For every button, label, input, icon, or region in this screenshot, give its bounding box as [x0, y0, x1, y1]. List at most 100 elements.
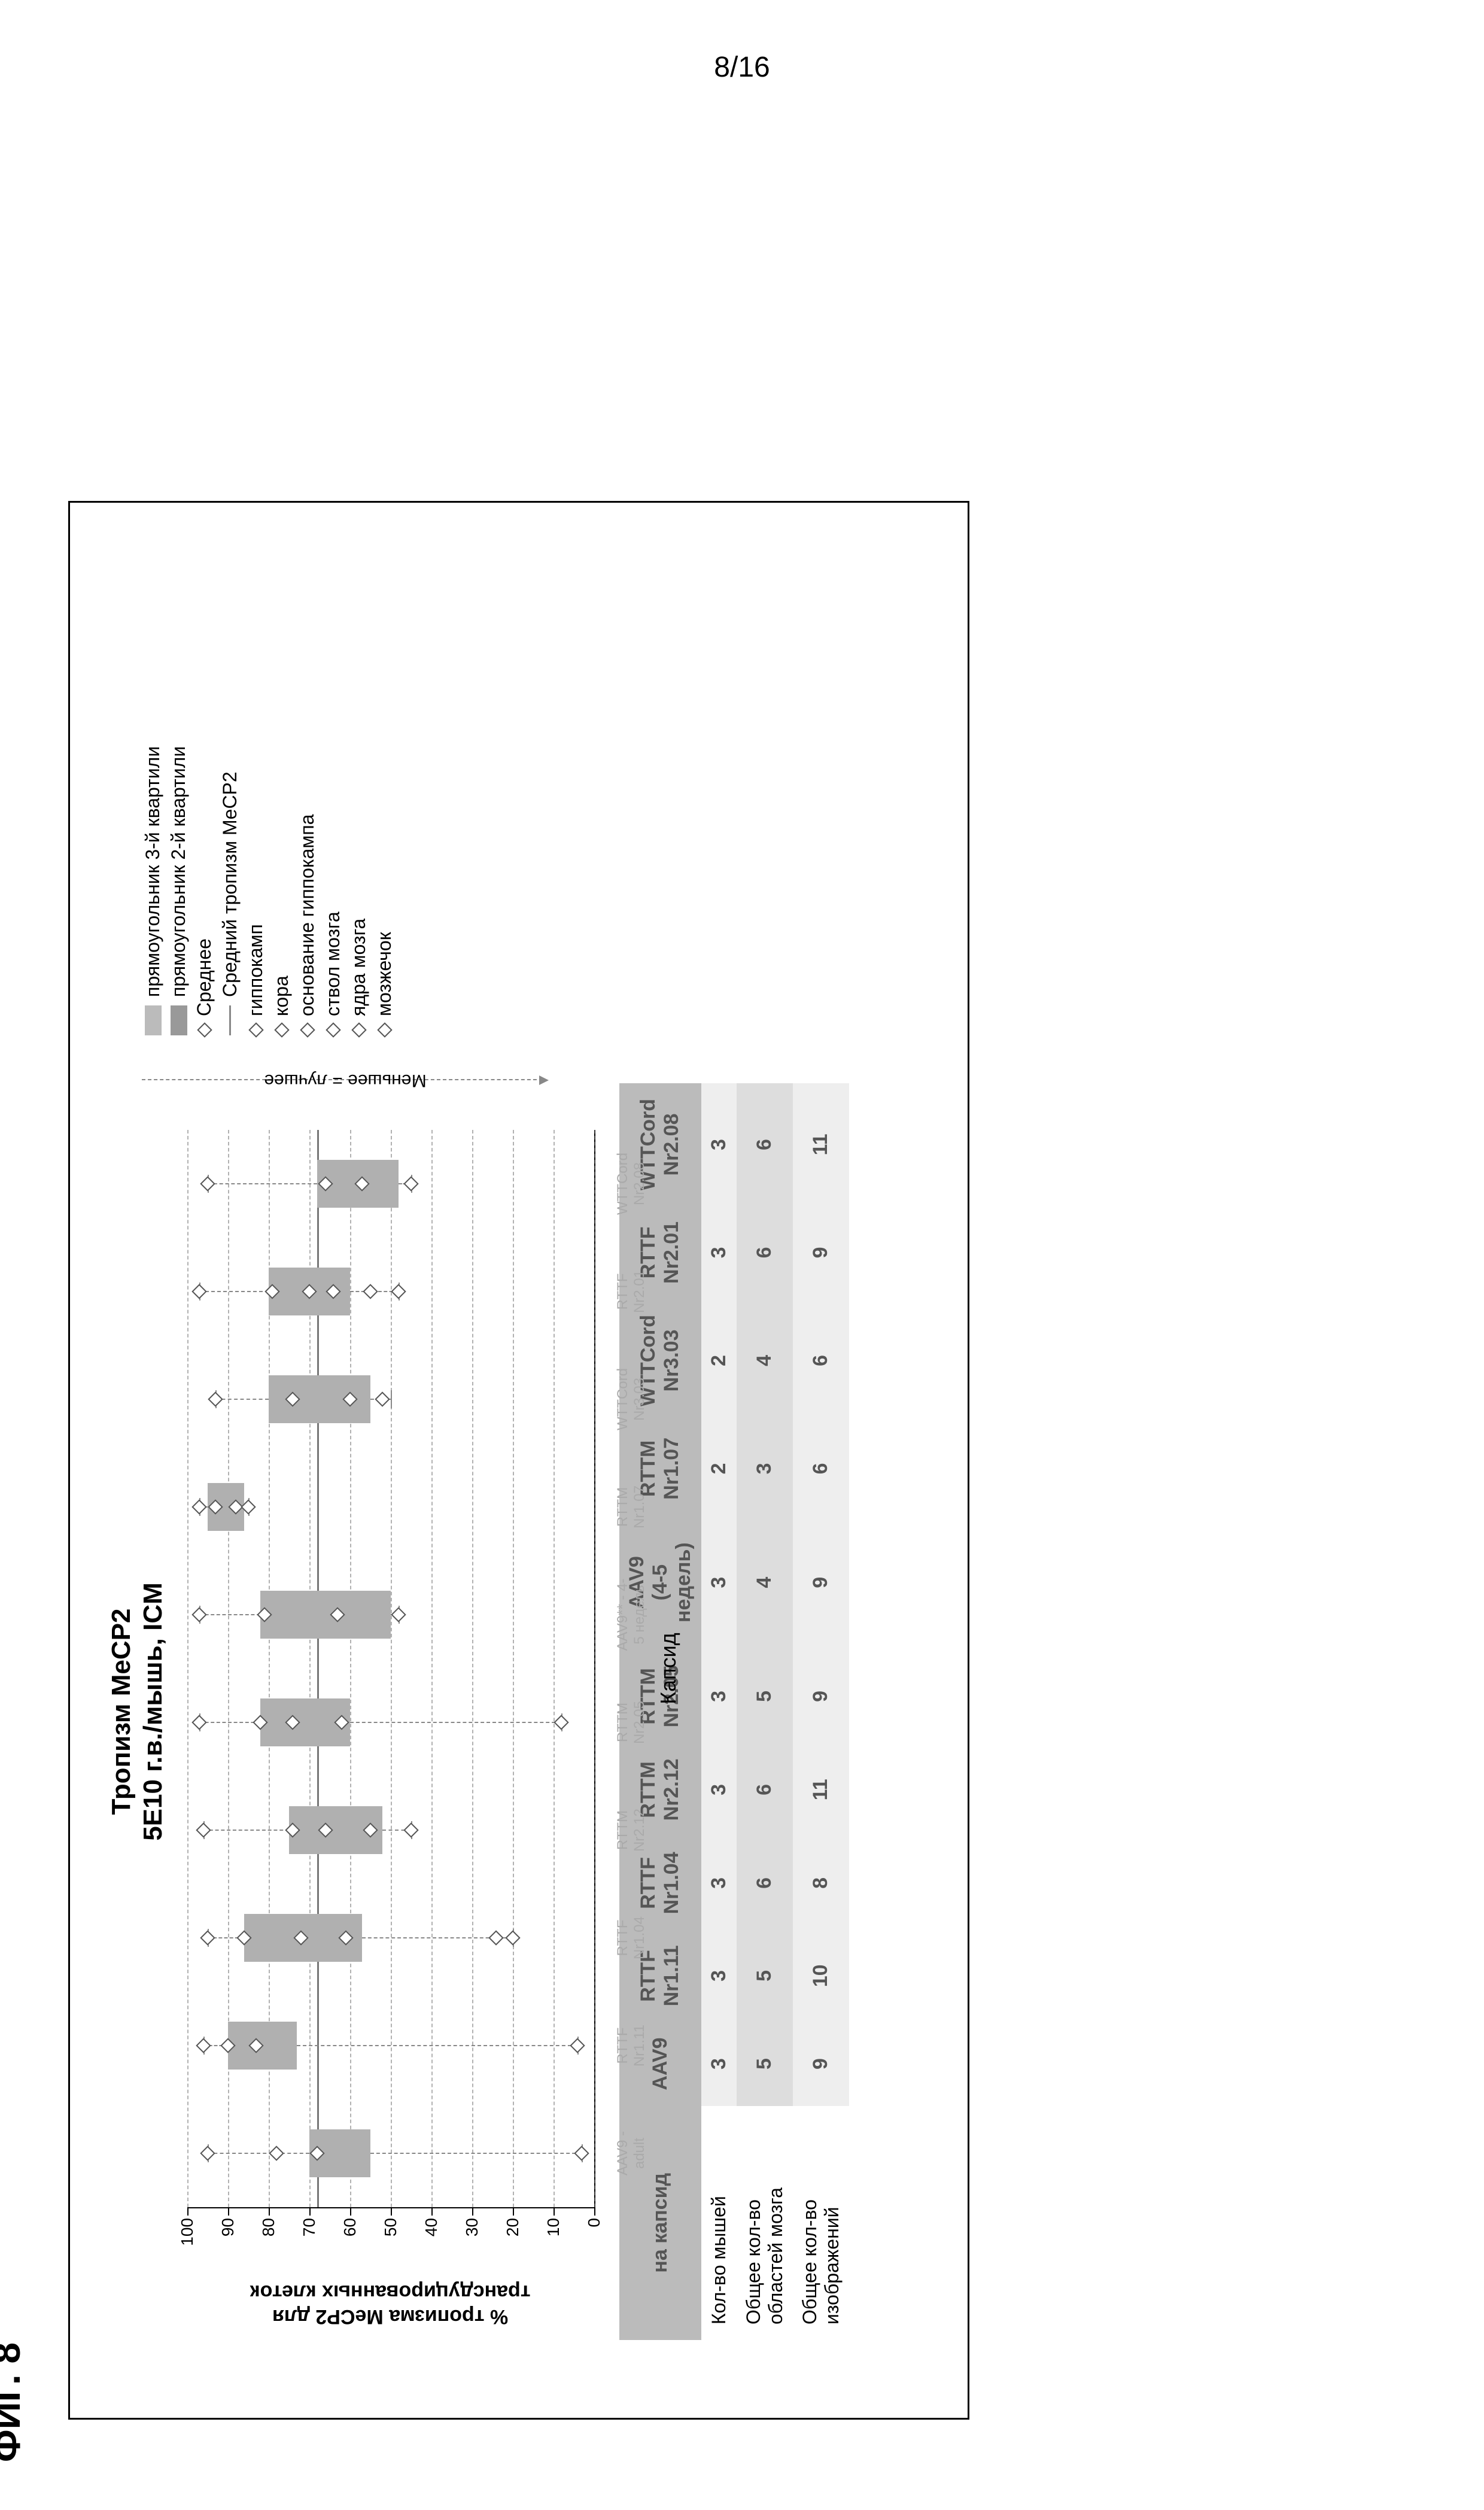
data-point [505, 1930, 520, 1945]
table-cell: 10 [793, 1929, 849, 2022]
legend-r1-label: гиппокамп [245, 924, 267, 1016]
arrow-label: Меньшее = лучшее [264, 1070, 426, 1090]
diamond-icon [326, 1022, 340, 1037]
table-cell: 11 [793, 1083, 849, 1206]
table-cell: 6 [793, 1299, 849, 1422]
whisker [199, 1290, 269, 1292]
whisker [208, 1182, 318, 1184]
y-tick-label: 10 [544, 2218, 563, 2236]
summary-table: на капсидAAV9RTTFNr1.11RTTFNr1.04RTTMNr2… [619, 1083, 849, 2340]
table-cell: 3 [701, 1515, 737, 1650]
x-category-label: RTTFNr1.04 [615, 1890, 647, 1986]
data-point [200, 1930, 215, 1945]
x-category-label: RTTFNr1.11 [615, 1998, 647, 2093]
y-tick-label: 20 [503, 2218, 522, 2236]
table-cell: 9 [793, 1206, 849, 1299]
y-tick [269, 2207, 270, 2216]
ylab-line2: трансдуцированных клеток [250, 2281, 531, 2304]
legend: прямоугольник 3-й квартили прямоугольник… [142, 581, 399, 1035]
legend-mean: Среднее [193, 581, 215, 1035]
x-category-label: RTTMNr2.05 [615, 1675, 647, 1770]
data-point [574, 2146, 589, 2160]
figure-panel: Тропизм MeCP2 5E10 г.в./мышь, ICM % троп… [68, 501, 969, 2420]
chart-area: Тропизм MeCP2 5E10 г.в./мышь, ICM % троп… [106, 1083, 674, 2340]
box-group-rttm_nr212 [187, 1788, 594, 1872]
plot-area: Капсид 0102030405060708090100AAV9 -adult… [187, 1130, 595, 2208]
table-cell: 4 [737, 1299, 793, 1422]
table-cell: 6 [737, 1206, 793, 1299]
y-tick [472, 2207, 473, 2216]
table-cell: 4 [737, 1515, 793, 1650]
legend-q3-label: прямоугольник 3-й квартили [142, 746, 164, 997]
legend-r2: кора [270, 581, 293, 1035]
whisker [199, 1613, 260, 1615]
table-cell: 2 [701, 1422, 737, 1515]
y-axis-label: % тропизма MeCP2 для трансдуцированных к… [250, 2280, 531, 2329]
chart-title-line2: 5E10 г.в./мышь, ICM [138, 1582, 168, 1841]
table-cell: 3 [701, 1649, 737, 1743]
table-row: Общее кол-во изображений9108119966911 [793, 1083, 849, 2340]
table-cell: 3 [701, 1206, 737, 1299]
y-tick [554, 2207, 555, 2216]
x-category-label: RTTMNr1.07 [615, 1459, 647, 1555]
figure-label: ФИГ. 8 [0, 2342, 29, 2462]
y-tick-label: 80 [259, 2218, 278, 2236]
data-point [191, 1607, 206, 1622]
data-point [375, 1391, 390, 1406]
table-cell: 6 [737, 1743, 793, 1836]
y-tick-label: 30 [463, 2218, 482, 2236]
data-point [554, 1715, 568, 1730]
page: 8/16 ФИГ. 8 Тропизм MeCP2 5E10 г.в./мышь… [0, 0, 1484, 2099]
chart-title: Тропизм MeCP2 5E10 г.в./мышь, ICM [106, 1083, 169, 2340]
box-group-rttm_nr205 [187, 1681, 594, 1764]
whisker [215, 1397, 268, 1400]
y-tick [187, 2207, 188, 2216]
legend-r5: ядра мозга [348, 581, 370, 1035]
y-tick [228, 2207, 229, 2216]
legend-r1: гиппокамп [245, 581, 267, 1035]
whisker [208, 2152, 309, 2154]
data-point [191, 1715, 206, 1730]
table-cell: 3 [737, 1422, 793, 1515]
box-group-wttcord_nr303 [187, 1357, 594, 1441]
data-point [269, 2146, 284, 2160]
legend-r6-label: мозжечок [373, 932, 396, 1016]
diamond-icon [377, 1022, 392, 1037]
table-cell: 5 [737, 1649, 793, 1743]
table-cell: 11 [793, 1743, 849, 1836]
data-point [191, 1499, 206, 1514]
x-category-label: RTTMNr2.12 [615, 1782, 647, 1878]
direction-arrow: Меньшее = лучшее [142, 1059, 549, 1101]
data-point [200, 1176, 215, 1191]
data-point [391, 1607, 406, 1622]
table-row: Общее кол-во областей мозга5566543466 [737, 1083, 793, 2340]
row-label: Общее кол-во областей мозга [737, 2106, 793, 2340]
box-group-rttm_nr107 [187, 1465, 594, 1549]
data-point [403, 1822, 418, 1837]
legend-r4-label: ствол мозга [322, 911, 344, 1016]
data-point [403, 1176, 418, 1191]
legend-q2: прямоугольник 2-й квартили [168, 581, 190, 1035]
whisker-cap [391, 1390, 392, 1408]
x-category-label: AAV9** - 4-5 недель [615, 1567, 647, 1663]
gridline [594, 1130, 595, 2207]
x-category-label: WTTCordNr2.08 [615, 1136, 647, 1232]
whisker [370, 2152, 582, 2154]
legend-r2-label: кора [270, 976, 293, 1016]
whisker [203, 1828, 289, 1831]
y-tick-label: 90 [218, 2218, 238, 2236]
legend-r6: мозжечок [373, 581, 396, 1035]
box-group-rttf_nr201 [187, 1250, 594, 1333]
x-axis-title: Капсид [656, 1633, 681, 1704]
data-point [208, 1391, 223, 1406]
table-cell: 6 [737, 1083, 793, 1206]
legend-mean-label: Среднее [193, 938, 215, 1016]
legend-mean-line: Средний тропизм MeCP2 [219, 581, 241, 1035]
diamond-icon [300, 1022, 315, 1037]
table-cell: 3 [701, 1929, 737, 2022]
data-point [196, 2038, 211, 2053]
box-group-rttf_nr104 [187, 1896, 594, 1980]
table-cell: 9 [793, 1515, 849, 1650]
table-cell: 3 [701, 1836, 737, 1929]
diamond-icon [274, 1022, 289, 1037]
